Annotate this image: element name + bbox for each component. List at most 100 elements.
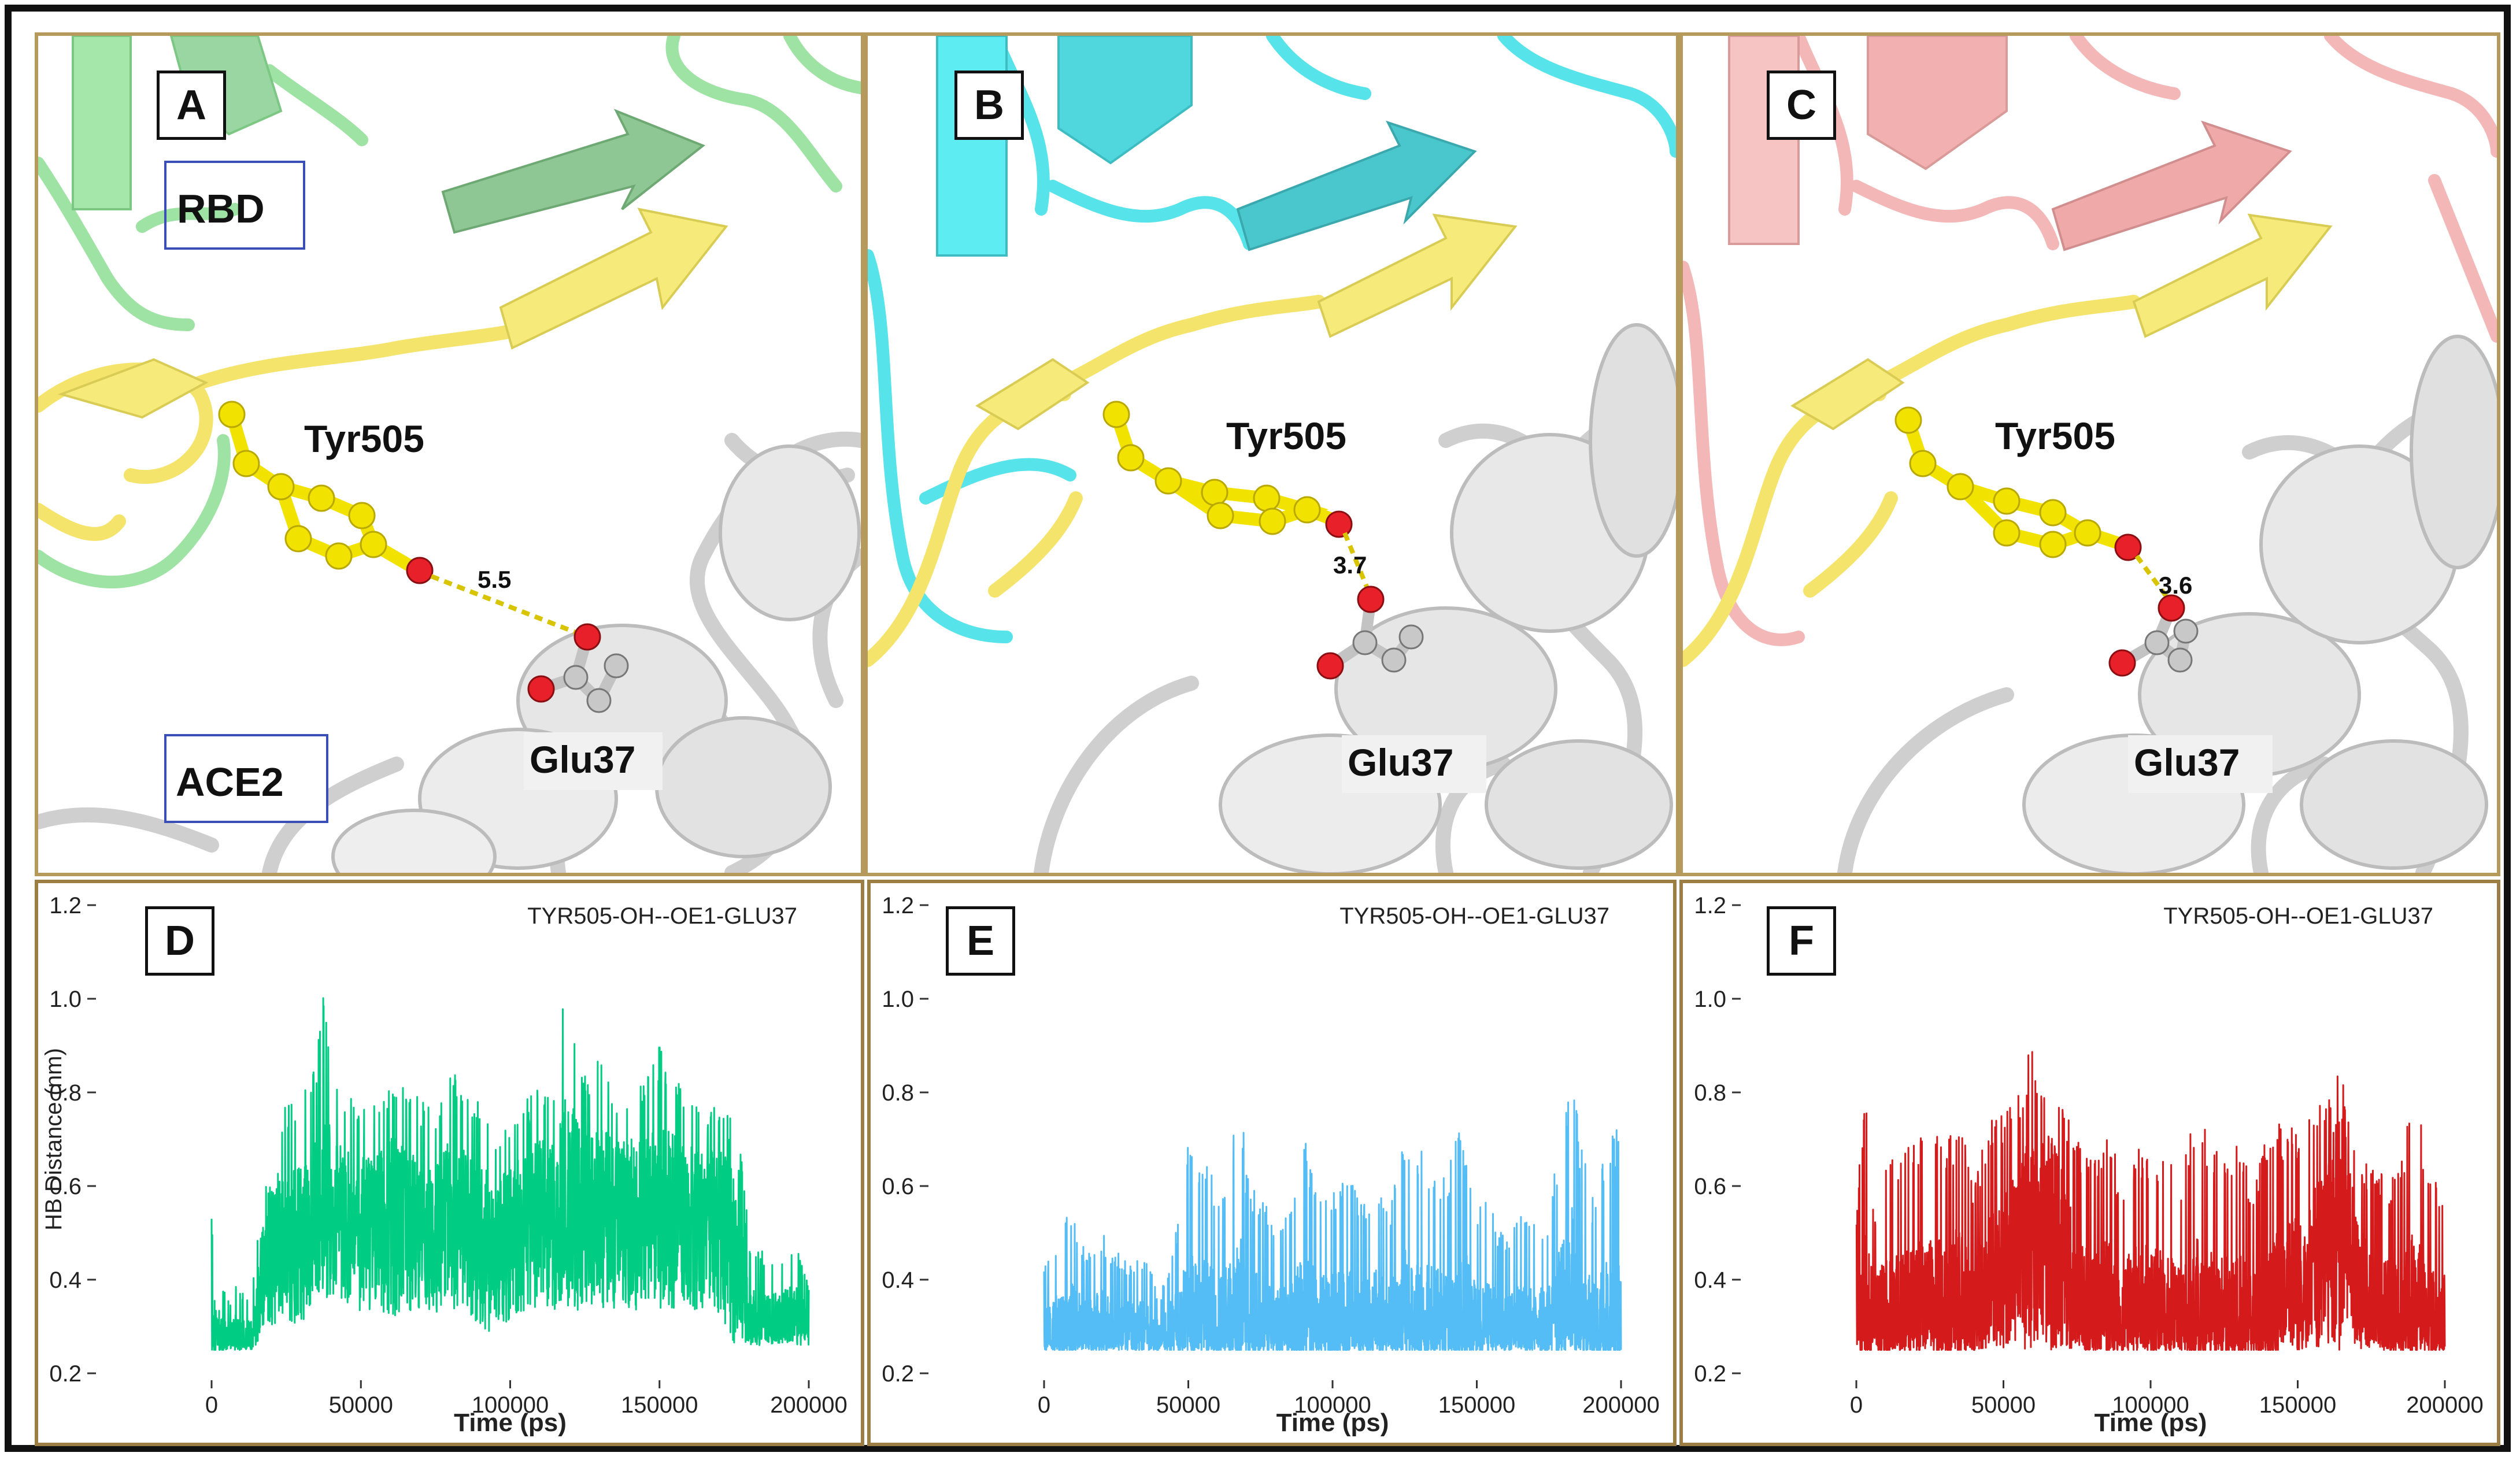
yellow-strand xyxy=(499,207,728,350)
x-axis-label: Time (ps) xyxy=(454,1409,567,1437)
x-tick-label: 200000 xyxy=(1582,1392,1659,1418)
tyr505-atoms xyxy=(1894,406,2101,558)
hbond-line xyxy=(1342,532,1373,598)
x-tick-label: 0 xyxy=(1038,1392,1050,1418)
chart-title: TYR505-OH--OE1-GLU37 xyxy=(527,903,797,929)
hb-distance-series xyxy=(210,997,810,1351)
x-tick-label: 50000 xyxy=(1156,1392,1220,1418)
rbd-label: RBD xyxy=(177,186,265,231)
x-tick-label: 150000 xyxy=(621,1392,698,1418)
glu37-label-bg xyxy=(524,732,663,790)
structure-panel-c: Tyr505 Glu37 3.6 C xyxy=(1679,32,2500,876)
rbd-yellow-loop xyxy=(1683,295,2141,667)
ace2-helices xyxy=(331,444,861,873)
hb-distance-chart-d: TYR505-OH--OE1-GLU37 0.2 0.4 0.6 0.8 1.0 1.2 0 5… xyxy=(41,893,848,1437)
hb-distance-series xyxy=(1043,1099,1622,1351)
glu37-label-bg xyxy=(2128,735,2273,793)
glu37-label: Glu37 xyxy=(530,738,635,781)
y-tick-label: 1.0 xyxy=(1694,987,1726,1012)
hb-distance-series xyxy=(1855,1051,2446,1351)
rbd-yellow-loop xyxy=(38,318,542,541)
y-axis-label: HB Distance (nm) xyxy=(41,1048,66,1231)
panel-letter-b: B xyxy=(954,71,1024,140)
ace2-label: ACE2 xyxy=(176,759,284,805)
glu37-atoms xyxy=(1316,586,1424,680)
distance-label: 5.5 xyxy=(478,566,511,593)
y-tick-label: 0.6 xyxy=(49,1174,82,1199)
y-tick-label: 1.2 xyxy=(49,893,82,918)
glu37-atoms xyxy=(527,623,629,713)
rbd-box xyxy=(164,161,305,250)
x-tick-label: 100000 xyxy=(2112,1392,2189,1418)
x-tick-label: 100000 xyxy=(472,1392,549,1418)
glu37-label-bg xyxy=(1342,735,1486,793)
structure-image-b: Tyr505 Glu37 3.7 xyxy=(868,36,1676,873)
y-tick-label: 0.2 xyxy=(1694,1361,1726,1387)
y-tick-label: 0.8 xyxy=(882,1080,914,1106)
ace2-box xyxy=(164,734,328,823)
structure-image-c: Tyr505 Glu37 3.6 xyxy=(1683,36,2497,873)
plot-panel-e: TYR505-OH--OE1-GLU37 0.2 0.4 0.6 0.8 1.0 1.2 0 5… xyxy=(867,880,1677,1446)
x-tick-label: 200000 xyxy=(2406,1392,2483,1418)
tyr505-atoms xyxy=(1102,401,1321,535)
distance-label: 3.7 xyxy=(1333,551,1367,579)
plot-panel-f: TYR505-OH--OE1-GLU37 0.2 0.4 0.6 0.8 1.0 1.2 0 5… xyxy=(1679,880,2500,1446)
panel-letter-e: E xyxy=(946,906,1015,976)
y-tick-label: 0.6 xyxy=(882,1174,914,1199)
y-tick-label: 1.0 xyxy=(49,987,82,1012)
x-tick-label: 150000 xyxy=(1438,1392,1515,1418)
chart-title: TYR505-OH--OE1-GLU37 xyxy=(2163,903,2433,929)
x-axis-label: Time (ps) xyxy=(1276,1409,1389,1437)
hbond-line xyxy=(430,574,589,639)
yellow-turn xyxy=(57,358,209,419)
glu37-atoms xyxy=(2108,594,2199,677)
rbd-backbone xyxy=(38,36,861,588)
distance-label: 3.6 xyxy=(2159,572,2192,599)
x-tick-label: 150000 xyxy=(2259,1392,2336,1418)
glu37-label: Glu37 xyxy=(2134,741,2240,784)
x-tick-label: 50000 xyxy=(1971,1392,2036,1418)
tyr505-oxygen xyxy=(2114,533,2142,561)
rbd-strands xyxy=(72,36,705,234)
yellow-strand xyxy=(1317,213,1518,338)
hb-distance-chart-f: TYR505-OH--OE1-GLU37 0.2 0.4 0.6 0.8 1.0 1.2 0 5… xyxy=(1694,893,2483,1437)
tyr505-label: Tyr505 xyxy=(1995,414,2115,457)
tyr505-label: Tyr505 xyxy=(1226,414,1346,457)
x-tick-label: 0 xyxy=(205,1392,218,1418)
structure-panel-b: Tyr505 Glu37 3.7 B xyxy=(864,32,1679,876)
glu37-label: Glu37 xyxy=(1348,741,1453,784)
x-tick-label: 50000 xyxy=(329,1392,393,1418)
y-tick-label: 0.8 xyxy=(49,1080,82,1106)
plot-panel-d: TYR505-OH--OE1-GLU37 0.2 0.4 0.6 0.8 1.0 1.2 0 5… xyxy=(35,880,864,1446)
y-tick-label: 0.4 xyxy=(1694,1268,1726,1293)
y-tick-label: 1.2 xyxy=(1694,893,1726,918)
structure-panel-a: Tyr505 Glu37 5.5 RBD ACE2 A xyxy=(35,32,864,876)
x-tick-label: 200000 xyxy=(770,1392,847,1418)
chart-title: TYR505-OH--OE1-GLU37 xyxy=(1339,903,1609,929)
y-tick-label: 0.6 xyxy=(1694,1174,1726,1199)
y-tick-label: 1.0 xyxy=(882,987,914,1012)
hb-distance-chart-e: TYR505-OH--OE1-GLU37 0.2 0.4 0.6 0.8 1.0 1.2 0 5… xyxy=(882,893,1659,1437)
y-tick-label: 1.2 xyxy=(882,893,914,918)
figure-frame: Tyr505 Glu37 5.5 RBD ACE2 A xyxy=(5,5,2511,1452)
y-tick-label: 0.4 xyxy=(882,1268,914,1293)
structure-image-a: Tyr505 Glu37 5.5 RBD ACE2 xyxy=(38,36,861,873)
yellow-turn xyxy=(1790,358,1905,431)
panel-letter-f: F xyxy=(1767,906,1836,976)
y-tick-label: 0.2 xyxy=(49,1361,82,1387)
tyr505-atoms xyxy=(218,401,387,570)
rbd-strands xyxy=(936,36,1477,257)
tyr505-oxygen xyxy=(1325,510,1353,538)
yellow-turn xyxy=(975,358,1090,431)
x-tick-label: 100000 xyxy=(1294,1392,1371,1418)
x-axis-label: Time (ps) xyxy=(2095,1409,2207,1437)
y-tick-label: 0.2 xyxy=(882,1361,914,1387)
panel-letter-d: D xyxy=(145,906,214,976)
y-tick-label: 0.8 xyxy=(1694,1080,1726,1106)
yellow-strand xyxy=(2132,213,2333,338)
panel-letter-a: A xyxy=(157,71,226,140)
y-tick-label: 0.4 xyxy=(49,1268,82,1293)
tyr505-label: Tyr505 xyxy=(304,417,424,460)
tyr505-oxygen xyxy=(406,557,434,584)
panel-letter-c: C xyxy=(1767,71,1836,140)
